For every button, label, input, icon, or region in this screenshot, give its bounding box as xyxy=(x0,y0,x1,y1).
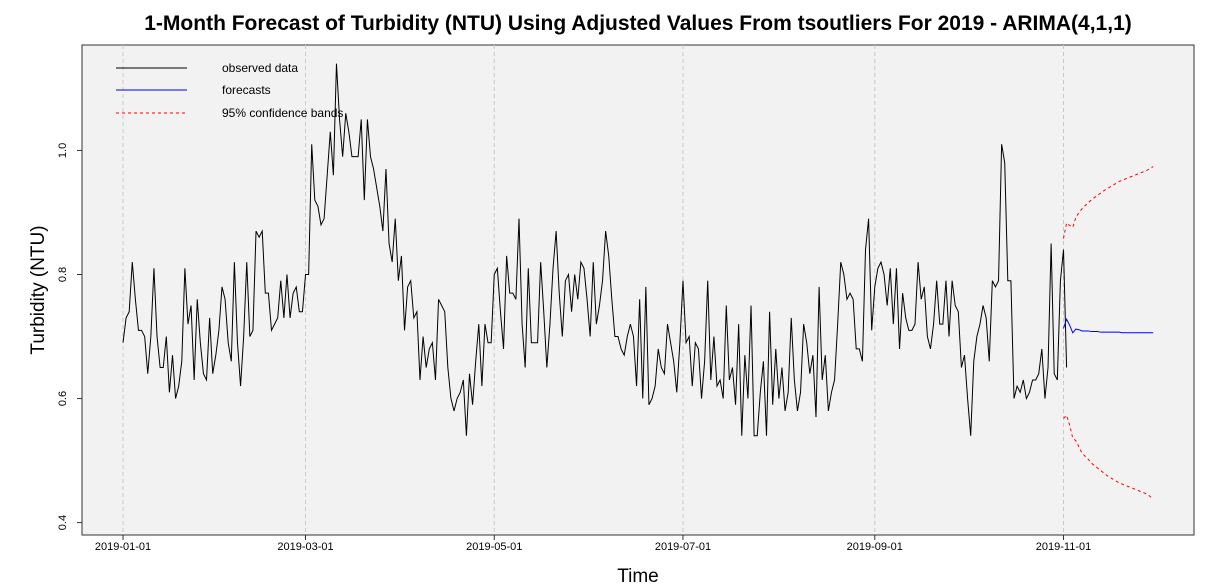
x-axis: 2019-01-01 2019-03-01 2019-05-01 2019-07-01… xyxy=(95,535,1091,553)
x-tick-label: 2019-11-01 xyxy=(1036,541,1091,553)
legend: observed data forecasts 95% confidence b… xyxy=(116,61,343,120)
y-tick-label: 0.8 xyxy=(57,267,69,282)
x-tick-label: 2019-03-01 xyxy=(277,541,333,553)
series-upper-confidence-band xyxy=(1063,166,1154,239)
x-tick-label: 2019-09-01 xyxy=(847,541,903,553)
y-tick-label: 1.0 xyxy=(57,143,69,158)
legend-label-confidence: 95% confidence bands xyxy=(222,106,343,120)
x-tick-label: 2019-05-01 xyxy=(466,541,522,553)
x-tick-label: 2019-01-01 xyxy=(95,541,151,553)
y-axis: 0.4 0.6 0.8 1.0 xyxy=(57,143,82,530)
plot-area xyxy=(81,44,1195,536)
chart-title: 1-Month Forecast of Turbidity (NTU) Usin… xyxy=(144,12,1132,35)
series-observed-data xyxy=(122,63,1068,437)
x-tick-label: 2019-07-01 xyxy=(655,541,711,553)
x-axis-label: Time xyxy=(617,566,659,587)
y-tick-label: 0.4 xyxy=(57,515,69,530)
legend-label-observed: observed data xyxy=(222,61,298,75)
series-lower-confidence-band xyxy=(1063,414,1154,500)
y-tick-label: 0.6 xyxy=(57,391,69,406)
series-forecasts xyxy=(1063,317,1154,334)
legend-label-forecasts: forecasts xyxy=(222,83,271,97)
y-axis-label: Turbidity (NTU) xyxy=(28,225,49,354)
